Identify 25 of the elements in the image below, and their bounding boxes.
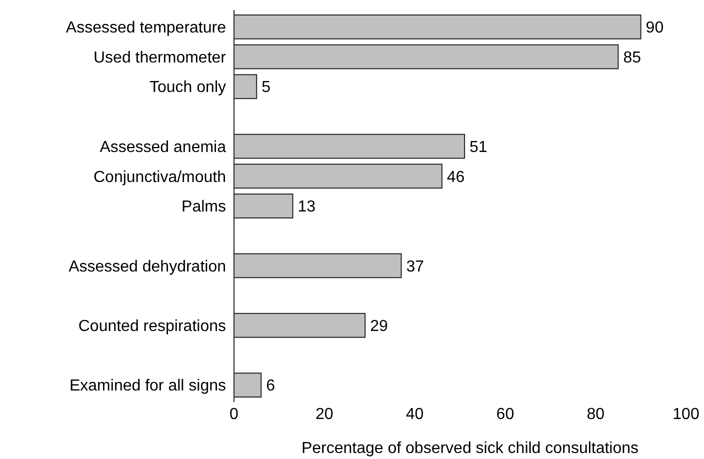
y-tick-label: Examined for all signs [69,378,226,395]
y-tick-label: Assessed dehydration [68,258,226,276]
data-label: 13 [298,198,316,216]
data-label: 85 [623,49,642,66]
data-label: 51 [470,138,488,156]
x-tick-label: 0 [230,406,239,423]
y-tick-label: Conjunctiva/mouth [93,168,226,186]
y-tick-label: Assessed anemia [100,138,226,156]
data-label: 29 [370,318,388,335]
y-tick-label: Used thermometer [94,49,227,66]
x-tick-label: 20 [316,406,334,423]
data-label: 6 [266,378,276,395]
x-tick-label: 40 [406,406,424,423]
y-tick-label: Touch only [150,79,226,96]
x-axis-title: Percentage of observed sick child consultations [301,440,639,457]
y-tick-label: Palms [182,198,226,216]
data-label: 46 [446,168,465,186]
y-tick-label: Assessed temperature [66,20,226,37]
data-label: 37 [406,258,424,276]
y-tick-label: Counted respirations [78,318,226,335]
data-label: 5 [262,79,271,96]
x-tick-label: 100 [672,406,700,423]
data-label: 90 [646,20,664,37]
x-tick-label: 80 [586,406,605,423]
x-tick-label: 60 [496,406,514,423]
